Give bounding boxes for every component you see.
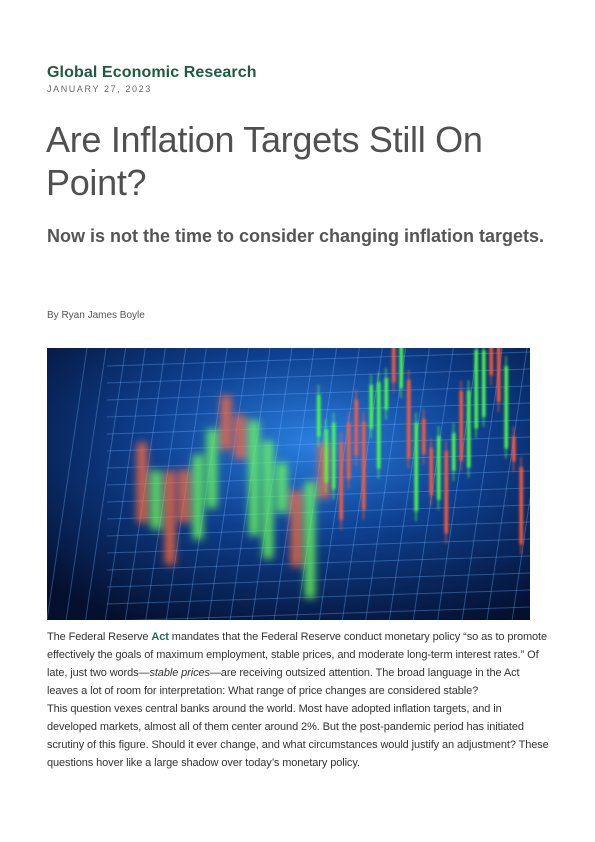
- candle-body: [422, 418, 426, 455]
- emphasis-text: stable prices: [149, 667, 210, 679]
- text-run: mandates that the Federal Reserve conduc…: [47, 631, 548, 679]
- candle-blur: [305, 481, 315, 599]
- candle-body: [369, 384, 373, 429]
- candle-blur: [165, 470, 175, 565]
- article-body: The Federal Reserve Act mandates that th…: [47, 628, 552, 772]
- publish-date: JANUARY 27, 2023: [47, 84, 152, 94]
- hero-image: [47, 348, 530, 620]
- text-run: The Federal Reserve: [47, 631, 152, 643]
- act-link[interactable]: Act: [151, 631, 169, 643]
- candle-body: [437, 435, 441, 500]
- candle-body: [399, 348, 403, 389]
- candle-body: [317, 394, 321, 437]
- candle-body: [384, 377, 388, 410]
- byline: By Ryan James Boyle: [47, 310, 145, 321]
- candle-blur: [207, 429, 217, 509]
- candle-body: [429, 447, 433, 496]
- candle-body: [452, 432, 456, 471]
- candle-body: [497, 348, 501, 403]
- text-run: —are receiving outsized attention. The b…: [47, 667, 520, 697]
- candle-blur: [193, 454, 203, 540]
- candle-body: [482, 350, 486, 417]
- candle-blur: [179, 469, 189, 523]
- paragraph-1: The Federal Reserve Act mandates that th…: [47, 628, 552, 700]
- candle-body: [377, 382, 381, 469]
- candle-blur: [277, 462, 287, 513]
- candle-body: [407, 379, 411, 459]
- candle-body: [392, 348, 396, 383]
- candle-body: [489, 348, 493, 376]
- candle-body: [347, 422, 351, 480]
- brand-title: Global Economic Research: [47, 64, 257, 81]
- candle-body: [332, 422, 336, 490]
- candle-body: [519, 466, 523, 545]
- candle-blur: [249, 420, 259, 536]
- candle-body: [324, 429, 328, 483]
- candle-body: [354, 399, 358, 456]
- candle-blur: [137, 442, 147, 523]
- candle-body: [362, 421, 366, 510]
- candle-body: [474, 349, 478, 429]
- article-subtitle: Now is not the time to consider changing…: [47, 226, 545, 246]
- candle-blur: [319, 443, 329, 499]
- candle-blur: [221, 395, 231, 450]
- candle-blur: [151, 470, 161, 530]
- candle-body: [459, 390, 463, 461]
- candle-blur: [235, 415, 245, 460]
- candle-blur: [263, 440, 273, 559]
- stock-chart-photo-icon: [47, 348, 530, 620]
- candle-body: [414, 422, 418, 512]
- candle-body: [467, 390, 471, 468]
- candle-body: [512, 436, 516, 462]
- candle-body: [444, 450, 448, 534]
- paragraph-2: This question vexes central banks around…: [47, 703, 549, 769]
- candle-blur: [291, 490, 301, 567]
- candle-body: [339, 442, 343, 520]
- candle-body: [504, 366, 508, 449]
- article-title: Are Inflation Targets Still On Point?: [46, 119, 483, 203]
